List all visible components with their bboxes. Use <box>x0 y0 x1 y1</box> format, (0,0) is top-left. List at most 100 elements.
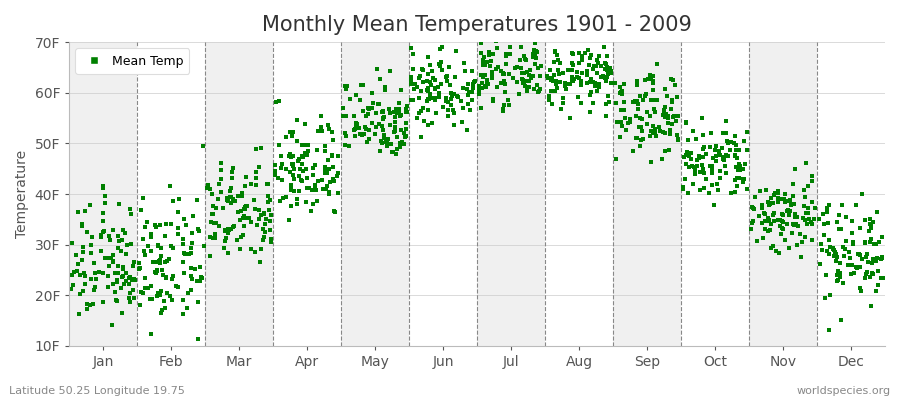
Point <box>765 242 779 249</box>
Point <box>526 86 541 92</box>
Point <box>797 203 812 209</box>
Point <box>839 214 853 220</box>
Point <box>460 86 474 92</box>
Point <box>558 83 572 90</box>
Point <box>775 225 789 232</box>
Point <box>708 153 723 159</box>
Point <box>267 172 282 178</box>
Point <box>209 205 223 211</box>
Point <box>264 239 278 245</box>
Point <box>353 97 367 103</box>
Point <box>205 210 220 217</box>
Point <box>125 287 140 293</box>
Point <box>284 203 298 210</box>
Point <box>478 83 492 90</box>
Point <box>853 225 868 231</box>
Point <box>864 303 878 309</box>
Point <box>336 112 350 119</box>
Point <box>214 189 229 195</box>
Point <box>580 68 594 74</box>
Point <box>419 98 434 104</box>
Point <box>159 274 174 280</box>
Point <box>620 120 634 126</box>
Point <box>612 84 626 90</box>
Point <box>94 247 108 254</box>
Point <box>524 75 538 82</box>
Point <box>553 60 567 66</box>
Point <box>92 269 106 276</box>
Point <box>874 256 888 262</box>
Point <box>822 202 836 208</box>
Point <box>785 230 799 236</box>
Point <box>526 50 540 57</box>
Point <box>680 190 695 196</box>
Point <box>328 209 342 215</box>
Point <box>574 77 589 84</box>
Point <box>544 88 558 94</box>
Point <box>450 93 464 100</box>
Point <box>310 147 325 153</box>
Point <box>263 218 277 224</box>
Point <box>770 190 785 196</box>
Point <box>392 140 407 146</box>
Point <box>420 107 435 113</box>
Point <box>150 289 165 296</box>
Point <box>550 52 564 59</box>
Point <box>551 56 565 63</box>
Point <box>323 178 338 185</box>
Point <box>284 160 299 167</box>
Point <box>234 208 248 214</box>
Point <box>414 88 428 94</box>
Point <box>226 196 240 202</box>
Point <box>177 250 192 256</box>
Point <box>657 104 671 111</box>
Point <box>84 242 98 249</box>
Point <box>214 160 229 166</box>
Point <box>868 241 882 247</box>
Point <box>252 207 266 214</box>
Point <box>480 59 494 65</box>
Point <box>235 193 249 199</box>
Point <box>355 132 369 138</box>
Point <box>256 210 271 217</box>
Point <box>852 285 867 291</box>
Point <box>286 188 301 194</box>
Point <box>113 284 128 291</box>
Point <box>721 140 735 146</box>
Point <box>747 206 761 212</box>
Point <box>446 106 460 113</box>
Point <box>665 121 680 127</box>
Point <box>431 84 446 91</box>
Point <box>236 214 250 221</box>
Point <box>380 143 394 149</box>
Point <box>697 184 711 191</box>
Point <box>696 146 710 152</box>
Point <box>149 293 164 300</box>
Point <box>721 152 735 159</box>
Point <box>775 211 789 217</box>
Point <box>353 130 367 137</box>
Point <box>370 66 384 72</box>
Point <box>711 187 725 194</box>
Point <box>258 221 273 227</box>
Point <box>584 89 598 96</box>
Point <box>278 166 293 172</box>
Point <box>399 120 413 126</box>
Point <box>203 219 218 225</box>
Point <box>87 284 102 290</box>
Point <box>499 53 513 59</box>
Point <box>416 105 430 111</box>
Point <box>787 221 801 228</box>
Point <box>247 197 261 204</box>
Point <box>153 291 167 298</box>
Point <box>795 239 809 245</box>
Point <box>123 299 138 306</box>
Point <box>680 148 695 155</box>
Point <box>705 169 719 176</box>
Point <box>600 66 615 73</box>
Point <box>670 136 685 143</box>
Point <box>365 120 380 126</box>
Point <box>736 179 751 185</box>
Point <box>249 146 264 152</box>
Point <box>872 239 886 245</box>
